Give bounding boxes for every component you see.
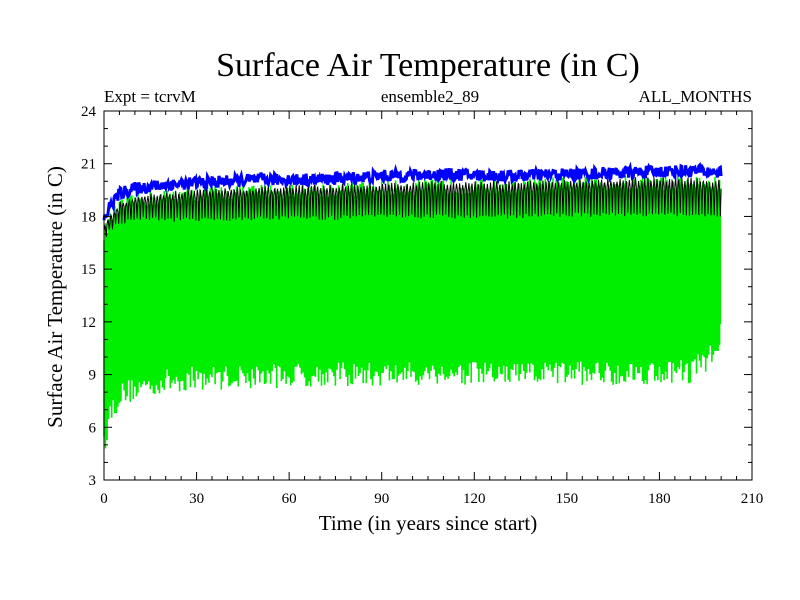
y-axis-label: Surface Air Temperature (in C) — [43, 166, 67, 428]
x-tick-label: 30 — [189, 491, 204, 507]
series-black-annual-high — [103, 177, 722, 238]
series-blue-monthly-max — [102, 161, 723, 221]
x-tick-label: 60 — [282, 491, 297, 507]
y-tick-label: 21 — [81, 157, 96, 173]
chart-title: Surface Air Temperature (in C) — [216, 47, 640, 84]
y-tick-label: 6 — [89, 420, 97, 436]
series-green-core — [104, 204, 722, 421]
plot-area — [102, 161, 723, 449]
x-tick-label: 150 — [556, 491, 579, 507]
y-tick-label: 24 — [81, 104, 97, 120]
y-tick-label: 15 — [81, 262, 96, 278]
y-tick-label: 18 — [81, 209, 96, 225]
subtitle-months: ALL_MONTHS — [639, 87, 752, 106]
axes: 3 6 9 12 15 18 21 24 0 30 60 90 120 150 180 210 — [81, 104, 763, 507]
y-tick-label: 9 — [89, 368, 97, 384]
x-tick-label: 210 — [741, 491, 764, 507]
x-tick-label: 0 — [100, 491, 108, 507]
x-axis-label: Time (in years since start) — [319, 511, 538, 535]
x-tick-label: 180 — [648, 491, 671, 507]
subtitle-experiment: Expt = tcrvM — [104, 87, 196, 106]
y-tick-label: 12 — [81, 315, 96, 331]
subtitle-ensemble: ensemble2_89 — [381, 87, 479, 106]
y-tick-label: 3 — [89, 473, 97, 489]
x-tick-label: 90 — [374, 491, 389, 507]
x-tick-label: 120 — [463, 491, 486, 507]
